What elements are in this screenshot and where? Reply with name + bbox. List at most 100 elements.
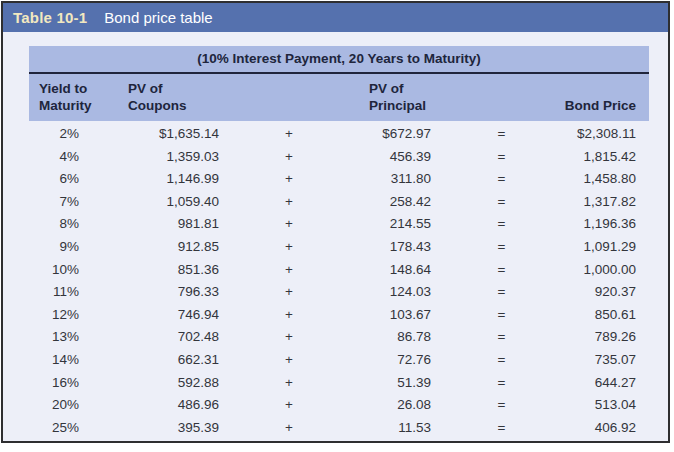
pv-coupons-cell: 981.81 — [89, 213, 229, 236]
pv-principal-cell: 148.64 — [349, 259, 444, 282]
table-header-band: (10% Interest Payment, 20 Years to Matur… — [29, 46, 649, 121]
pv-coupons-cell: 486.96 — [89, 394, 229, 417]
bond-price-cell: 735.07 — [559, 349, 649, 372]
plus-sign: + — [229, 304, 349, 327]
bond-price-cell: 513.04 — [559, 394, 649, 417]
yield-cell: 8% — [29, 213, 89, 236]
pv-principal-cell: 86.78 — [349, 326, 444, 349]
pv-principal-cell: 311.80 — [349, 168, 444, 191]
table-row: 4%1,359.03+456.39=1,815.42 — [29, 146, 649, 169]
equals-sign: = — [444, 259, 559, 282]
equals-sign: = — [444, 236, 559, 259]
plus-sign: + — [229, 326, 349, 349]
column-header-equals-spacer — [444, 74, 559, 121]
column-header-yield: Yield to Maturity — [29, 74, 89, 121]
equals-sign: = — [444, 146, 559, 169]
bond-table-body: 2%$1,635.14+$672.97=$2,308.114%1,359.03+… — [29, 123, 649, 439]
equals-sign: = — [444, 168, 559, 191]
bond-price-cell: 406.92 — [559, 417, 649, 440]
equals-sign: = — [444, 349, 559, 372]
column-header-bond-price: Bond Price — [559, 74, 649, 121]
pv-coupons-cell: 1,059.40 — [89, 191, 229, 214]
equals-sign: = — [444, 281, 559, 304]
yield-cell: 6% — [29, 168, 89, 191]
yield-cell: 4% — [29, 146, 89, 169]
table-row: 9%912.85+178.43=1,091.29 — [29, 236, 649, 259]
table-row: 12%746.94+103.67=850.61 — [29, 304, 649, 327]
equals-sign: = — [444, 372, 559, 395]
pv-coupons-cell: 1,359.03 — [89, 146, 229, 169]
bond-data-table: 2%$1,635.14+$672.97=$2,308.114%1,359.03+… — [29, 123, 649, 439]
equals-sign: = — [444, 326, 559, 349]
pv-coupons-cell: 662.31 — [89, 349, 229, 372]
equals-sign: = — [444, 304, 559, 327]
pv-principal-cell: 72.76 — [349, 349, 444, 372]
table-row: 8%981.81+214.55=1,196.36 — [29, 213, 649, 236]
yield-cell: 10% — [29, 259, 89, 282]
pv-principal-cell: $672.97 — [349, 123, 444, 146]
plus-sign: + — [229, 349, 349, 372]
equals-sign: = — [444, 123, 559, 146]
pv-principal-cell: 124.03 — [349, 281, 444, 304]
yield-cell: 16% — [29, 372, 89, 395]
pv-coupons-cell: 1,146.99 — [89, 168, 229, 191]
yield-cell: 9% — [29, 236, 89, 259]
equals-sign: = — [444, 394, 559, 417]
plus-sign: + — [229, 281, 349, 304]
table-row: 14%662.31+72.76=735.07 — [29, 349, 649, 372]
bond-price-cell: 644.27 — [559, 372, 649, 395]
bond-price-cell: $2,308.11 — [559, 123, 649, 146]
equals-sign: = — [444, 191, 559, 214]
bond-price-cell: 1,815.42 — [559, 146, 649, 169]
yield-cell: 7% — [29, 191, 89, 214]
bond-price-cell: 1,458.80 — [559, 168, 649, 191]
pv-coupons-cell: 395.39 — [89, 417, 229, 440]
plus-sign: + — [229, 191, 349, 214]
plus-sign: + — [229, 394, 349, 417]
plus-sign: + — [229, 259, 349, 282]
pv-principal-cell: 11.53 — [349, 417, 444, 440]
pv-principal-cell: 103.67 — [349, 304, 444, 327]
yield-cell: 13% — [29, 326, 89, 349]
equals-sign: = — [444, 417, 559, 440]
pv-coupons-cell: $1,635.14 — [89, 123, 229, 146]
pv-principal-cell: 178.43 — [349, 236, 444, 259]
yield-cell: 12% — [29, 304, 89, 327]
table-row: 20%486.96+26.08=513.04 — [29, 394, 649, 417]
pv-principal-cell: 26.08 — [349, 394, 444, 417]
bond-price-cell: 1,091.29 — [559, 236, 649, 259]
plus-sign: + — [229, 146, 349, 169]
column-header-pv-principal: PV of Principal — [349, 74, 444, 121]
column-header-pv-coupons: PV of Coupons — [89, 74, 229, 121]
bond-price-cell: 920.37 — [559, 281, 649, 304]
plus-sign: + — [229, 417, 349, 440]
yield-cell: 11% — [29, 281, 89, 304]
pv-principal-cell: 51.39 — [349, 372, 444, 395]
figure-title: Bond price table — [104, 9, 212, 26]
pv-coupons-cell: 746.94 — [89, 304, 229, 327]
bond-price-cell: 1,196.36 — [559, 213, 649, 236]
bond-price-table-figure: Table 10-1 Bond price table (10% Interes… — [1, 1, 670, 443]
table-row: 7%1,059.40+258.42=1,317.82 — [29, 191, 649, 214]
pv-coupons-cell: 851.36 — [89, 259, 229, 282]
bond-table-container: (10% Interest Payment, 20 Years to Matur… — [29, 46, 649, 439]
plus-sign: + — [229, 372, 349, 395]
column-header-plus-spacer — [229, 74, 349, 121]
column-header-table: Yield to Maturity PV of Coupons PV of Pr… — [29, 74, 649, 121]
yield-cell: 2% — [29, 123, 89, 146]
figure-title-bar: Table 10-1 Bond price table — [3, 3, 668, 32]
pv-coupons-cell: 912.85 — [89, 236, 229, 259]
table-row: 10%851.36+148.64=1,000.00 — [29, 259, 649, 282]
table-row: 16%592.88+51.39=644.27 — [29, 372, 649, 395]
yield-cell: 20% — [29, 394, 89, 417]
table-subtitle: (10% Interest Payment, 20 Years to Matur… — [29, 46, 649, 72]
table-row: 13%702.48+86.78=789.26 — [29, 326, 649, 349]
table-row: 2%$1,635.14+$672.97=$2,308.11 — [29, 123, 649, 146]
pv-principal-cell: 258.42 — [349, 191, 444, 214]
pv-coupons-cell: 592.88 — [89, 372, 229, 395]
yield-cell: 25% — [29, 417, 89, 440]
pv-coupons-cell: 702.48 — [89, 326, 229, 349]
table-row: 6%1,146.99+311.80=1,458.80 — [29, 168, 649, 191]
plus-sign: + — [229, 123, 349, 146]
plus-sign: + — [229, 236, 349, 259]
